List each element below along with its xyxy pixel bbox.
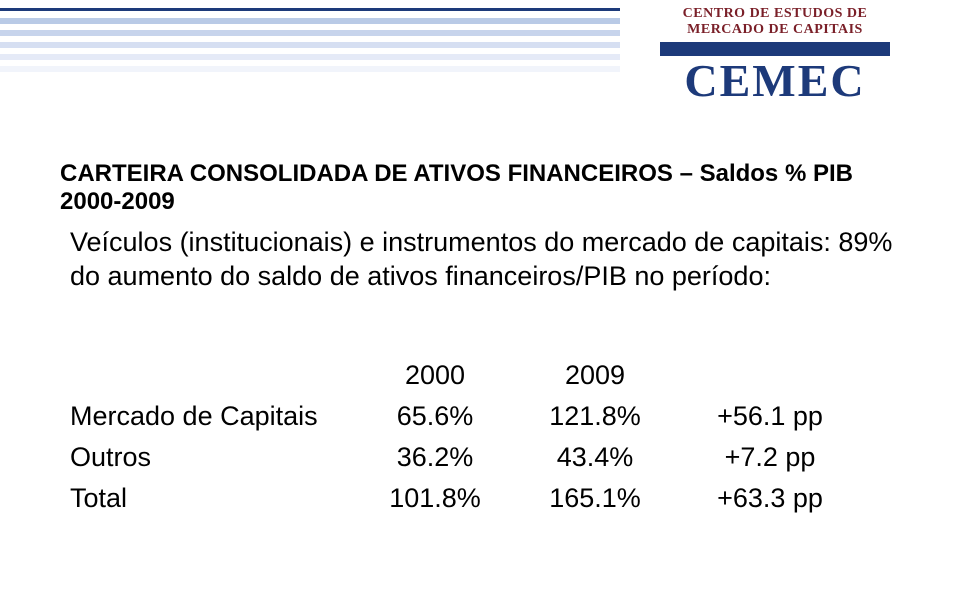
row-label: Mercado de Capitais [70, 401, 360, 432]
row-delta: +63.3 pp [680, 483, 860, 514]
body-paragraph: Veículos (institucionais) e instrumentos… [70, 225, 900, 293]
table-row: Mercado de Capitais65.6%121.8%+56.1 pp [70, 401, 860, 432]
row-year2: 165.1% [510, 483, 680, 514]
logo-title: CEMEC [650, 58, 900, 104]
data-table: 2000 2009 Mercado de Capitais65.6%121.8%… [70, 360, 860, 524]
row-delta: +7.2 pp [680, 442, 860, 473]
header-stripe-3 [0, 54, 620, 60]
table-header-year1: 2000 [360, 360, 510, 391]
header-stripe-0 [0, 18, 620, 24]
header-top-line [0, 8, 620, 11]
row-label: Outros [70, 442, 360, 473]
table-header-row: 2000 2009 [70, 360, 860, 391]
slide-title: CARTEIRA CONSOLIDADA DE ATIVOS FINANCEIR… [60, 160, 900, 216]
row-year1: 101.8% [360, 483, 510, 514]
header-stripe-1 [0, 30, 620, 36]
row-year1: 65.6% [360, 401, 510, 432]
row-year2: 121.8% [510, 401, 680, 432]
table-row: Total101.8%165.1%+63.3 pp [70, 483, 860, 514]
table-header-year2: 2009 [510, 360, 680, 391]
logo-bar [660, 42, 890, 56]
logo-box: CENTRO DE ESTUDOS DE MERCADO DE CAPITAIS… [650, 6, 900, 104]
row-year1: 36.2% [360, 442, 510, 473]
logo-subtitle-line2: MERCADO DE CAPITAIS [650, 22, 900, 38]
header-stripe-4 [0, 66, 620, 72]
row-label: Total [70, 483, 360, 514]
row-delta: +56.1 pp [680, 401, 860, 432]
header-stripe-2 [0, 42, 620, 48]
logo-subtitle-line1: CENTRO DE ESTUDOS DE [650, 6, 900, 22]
table-row: Outros36.2%43.4%+7.2 pp [70, 442, 860, 473]
row-year2: 43.4% [510, 442, 680, 473]
